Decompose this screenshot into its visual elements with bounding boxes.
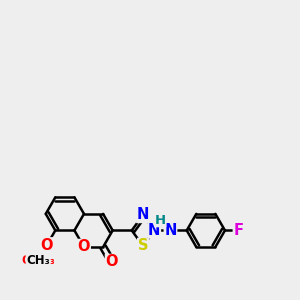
Text: CH₃: CH₃: [26, 254, 50, 267]
Text: N: N: [164, 223, 177, 238]
Text: O: O: [105, 254, 118, 269]
Text: OCH₃: OCH₃: [21, 254, 55, 267]
Text: N: N: [148, 223, 161, 238]
Text: S: S: [138, 238, 148, 253]
Text: H: H: [154, 214, 166, 226]
Text: O: O: [78, 239, 90, 254]
Text: F: F: [233, 223, 243, 238]
Text: N: N: [137, 208, 149, 223]
Text: O: O: [40, 238, 53, 253]
